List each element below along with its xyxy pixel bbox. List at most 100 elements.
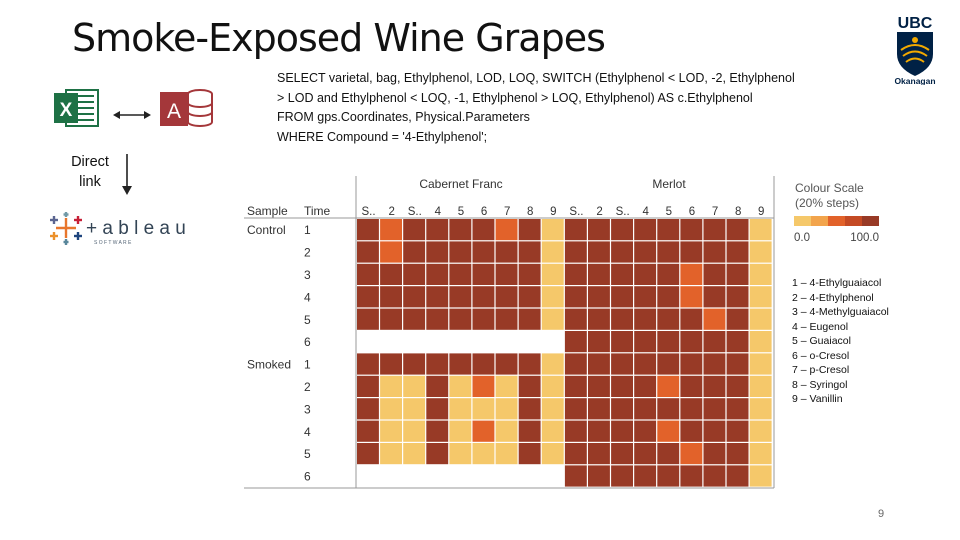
heatmap-cell [749,219,772,241]
heatmap-cell [611,286,633,308]
heatmap-cell [749,331,772,353]
heatmap-cell [726,241,749,263]
access-icon: A [160,89,213,127]
heatmap-cell [426,331,449,353]
heatmap-cell [541,443,564,465]
heatmap-cell [357,375,379,397]
heatmap-cell [449,219,472,241]
colour-scale-swatch [862,216,879,226]
heatmap-cell [611,241,633,263]
compound-legend-item: 4 – Eugenol [792,320,849,333]
column-label: 9 [758,206,764,218]
heatmap-cell [518,375,541,397]
heatmap-cell [403,375,426,397]
column-label: 2 [388,206,394,218]
compound-legend: 1 – 4-Ethylguaiacol 2 – 4-Ethylphenol 3 – … [792,276,889,407]
heatmap-cell [657,465,680,487]
row-time-label: 2 [304,246,311,260]
colour-scale-swatch [845,216,862,226]
heatmap-cell [726,308,749,330]
tableau-logo-subtitle: S O F T W A R E [94,240,132,246]
heatmap-cell [357,331,379,353]
heatmap-cell [611,398,633,420]
heatmap-cell [749,263,772,285]
heatmap-cell [403,443,426,465]
heatmap-cell [611,375,633,397]
ubc-logo: UBC Okanagan [894,15,935,85]
heatmap-cell [657,375,680,397]
row-time-label: 6 [304,335,311,349]
heatmap-cell [472,331,495,353]
heatmap-cell [703,443,726,465]
heatmap-cell [726,331,749,353]
heatmap-cell [380,465,402,487]
heatmap-cell [749,398,772,420]
heatmap-cell [657,420,680,442]
heatmap-cell [495,420,518,442]
heatmap-cell [541,398,564,420]
heatmap-cell [518,420,541,442]
heatmap-cell [680,263,703,285]
heatmap-cell [703,420,726,442]
heatmap-cell [426,353,449,375]
heatmap-cell [495,465,518,487]
heatmap-cell [588,286,610,308]
heatmap-cell [588,331,610,353]
heatmap-cell [541,420,564,442]
heatmap-cell [749,443,772,465]
row-time-label: 2 [304,380,311,394]
colour-scale: 0.0 100.0 [794,216,879,244]
heatmap-cell [588,241,610,263]
colour-scale-swatch [794,216,811,226]
heatmap-cell [357,353,379,375]
direct-link-line: Direct [71,154,109,170]
time-header: Time [304,204,331,218]
column-label: S.. [362,206,376,218]
heatmap-cell [426,286,449,308]
heatmap-cell [564,443,587,465]
heatmap-cell [449,443,472,465]
heatmap-cell [657,443,680,465]
heatmap-cell [611,465,633,487]
heatmap-cell [472,263,495,285]
heatmap-cell [680,375,703,397]
heatmap-cell [657,353,680,375]
compound-legend-item: 2 – 4-Ethylphenol [792,291,874,304]
heatmap-cell [564,465,587,487]
heatmap-cell [703,241,726,263]
heatmap-cell [495,263,518,285]
heatmap-cell [726,219,749,241]
heatmap-cell [472,353,495,375]
heatmap-cell [680,241,703,263]
heatmap-cell [564,420,587,442]
row-group-label: Smoked [247,358,291,372]
heatmap-cell [680,331,703,353]
heatmap-cell [680,353,703,375]
row-time-label: 6 [304,470,311,484]
heatmap-cell [749,286,772,308]
heatmap-cell [380,308,402,330]
heatmap-cell [403,286,426,308]
heatmap-cell [588,375,610,397]
heatmap-cell [749,420,772,442]
heatmap-cell [634,465,657,487]
heatmap-cell [541,465,564,487]
heatmap-cell [357,398,379,420]
column-label: 8 [527,206,533,218]
direct-link-line: link [79,174,101,190]
heatmap-cell [680,398,703,420]
heatmap-cell [564,241,587,263]
heatmap-cell [634,263,657,285]
heatmap-cell [472,465,495,487]
compound-legend-item: 8 – Syringol [792,378,848,391]
heatmap-cell [495,308,518,330]
heatmap-cell [634,241,657,263]
row-time-label: 5 [304,447,311,461]
heatmap-cell [426,420,449,442]
heatmap-cell [749,241,772,263]
ubc-logo-text: UBC [898,15,933,32]
row-time-label: 5 [304,313,311,327]
heatmap-cell [380,443,402,465]
heatmap-cell [564,219,587,241]
heatmap-cell [726,353,749,375]
